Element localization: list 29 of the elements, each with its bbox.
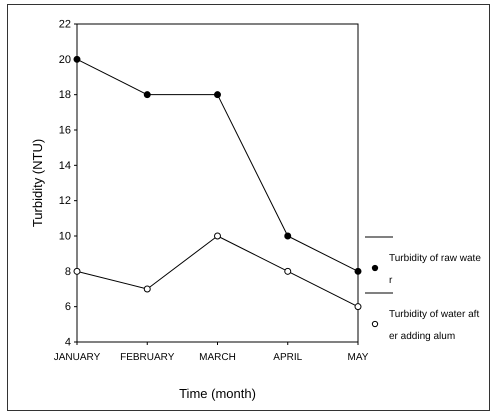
point [284,268,292,275]
point [74,268,80,275]
point [74,56,80,63]
x-tick-label: MARCH [199,352,236,363]
y-tick-label: 14 [58,160,71,172]
x-tick-label: APRIL [273,352,303,363]
y-tick-label: 16 [58,124,71,137]
x-tick-label: JANUARY [54,352,101,363]
y-tick-label: 18 [58,89,71,102]
x-tick-label: FEBRUARY [120,352,175,363]
y-tick-label: 4 [64,336,71,349]
point [354,303,362,310]
y-tick-label: 8 [64,266,71,278]
y-axis-title: Turbidity (NTU) [30,138,45,228]
y-tick-label: 12 [58,195,71,208]
point [144,91,151,98]
y-tick-label: 22 [58,18,71,31]
legend-label: Turbidity of water after adding alum [389,309,480,342]
point [284,232,292,240]
point [214,232,221,240]
point [214,91,221,98]
point [144,286,151,292]
legend-label: Turbidity of raw water [389,253,482,286]
y-tick-label: 10 [58,230,71,243]
x-tick-label: MAY [348,352,369,363]
y-tick-label: 6 [64,301,71,314]
point [354,268,362,275]
y-tick-label: 20 [58,54,71,66]
x-axis-title: Time (month) [179,386,256,401]
